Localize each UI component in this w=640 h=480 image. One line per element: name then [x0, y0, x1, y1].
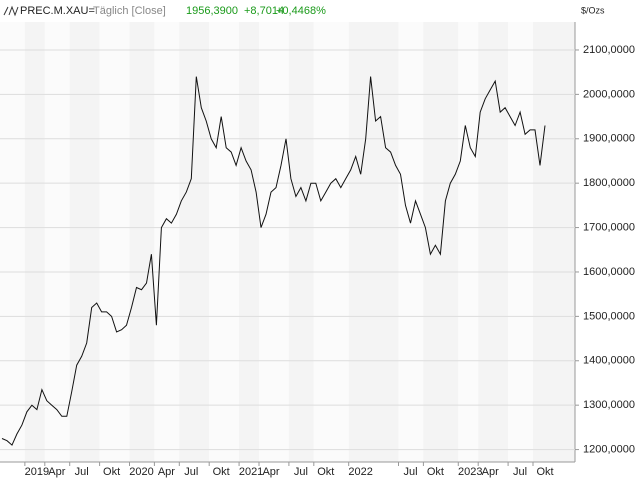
unit-label: $/Ozs: [581, 5, 605, 15]
x-tick-label: 2023: [458, 466, 482, 478]
x-tick-label: 2021: [239, 466, 263, 478]
band: [129, 22, 155, 462]
band: [259, 22, 289, 462]
x-tick-label: Okt: [213, 466, 230, 478]
band: [154, 22, 180, 462]
y-tick-label: 2100,0000: [583, 44, 635, 56]
band: [69, 22, 100, 462]
x-tick-label: Jul: [75, 466, 89, 478]
x-tick-label: Jul: [294, 466, 308, 478]
band: [288, 22, 314, 462]
x-tick-label: Okt: [317, 466, 334, 478]
y-tick-label: 1400,0000: [583, 355, 635, 367]
band: [99, 22, 130, 462]
y-tick-label: 1900,0000: [583, 133, 635, 145]
band: [348, 22, 399, 462]
band: [24, 22, 45, 462]
last: 1956,3900: [186, 5, 238, 17]
band: [533, 22, 575, 462]
x-tick-label: Apr: [158, 466, 175, 478]
band: [0, 22, 25, 462]
change: +8,7014: [244, 5, 284, 17]
band: [239, 22, 260, 462]
x-tick-label: Jul: [513, 466, 527, 478]
band: [458, 22, 479, 462]
y-tick-label: 1700,0000: [583, 221, 635, 233]
price-line: [1, 76, 546, 446]
band: [478, 22, 509, 462]
x-tick-label: Jul: [403, 466, 417, 478]
band: [209, 22, 240, 462]
band: [508, 22, 533, 462]
change-pct: +0,4468%: [276, 5, 326, 17]
x-tick-label: Apr: [262, 466, 279, 478]
x-tick-label: Okt: [103, 466, 120, 478]
band: [423, 22, 459, 462]
x-tick-label: 2019: [25, 466, 49, 478]
y-tick-label: 2000,0000: [583, 88, 635, 100]
band: [179, 22, 210, 462]
y-tick-label: 1800,0000: [583, 177, 635, 189]
period: Täglich [Close]: [93, 5, 166, 17]
x-tick-label: Jul: [184, 466, 198, 478]
x-tick-label: Okt: [427, 466, 444, 478]
icon: [3, 5, 19, 17]
bands: [0, 22, 575, 462]
band: [398, 22, 424, 462]
x-tick-label: Okt: [536, 466, 553, 478]
y-tick-label: 1200,0000: [583, 443, 635, 455]
symbol: PREC.M.XAU=: [20, 5, 95, 17]
x-tick-label: 2020: [129, 466, 153, 478]
x-tick-label: Apr: [482, 466, 499, 478]
y-tick-label: 1500,0000: [583, 310, 635, 322]
y-tick-label: 1300,0000: [583, 399, 635, 411]
x-tick-label: 2022: [348, 466, 372, 478]
band: [313, 22, 349, 462]
band: [44, 22, 70, 462]
y-tick-label: 1600,0000: [583, 266, 635, 278]
x-tick-label: Apr: [48, 466, 65, 478]
